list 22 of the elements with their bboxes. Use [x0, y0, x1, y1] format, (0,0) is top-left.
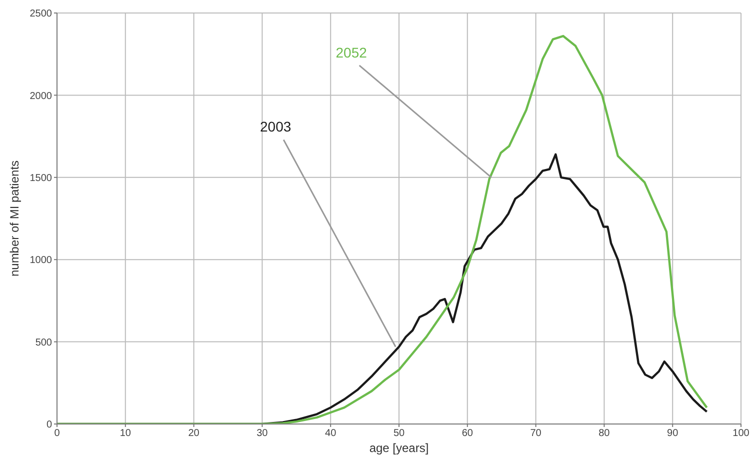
y-axis-title: number of MI patients	[7, 160, 22, 277]
x-tick-label: 40	[325, 428, 337, 440]
x-tick-label: 70	[530, 428, 542, 440]
x-tick-label: 0	[54, 428, 60, 440]
y-tick-label: 1000	[30, 255, 52, 266]
y-tick-label: 2500	[30, 8, 52, 20]
line-series	[57, 34, 708, 424]
x-tick-label: 30	[256, 428, 268, 440]
annotation: 2003	[260, 118, 292, 135]
annotation: 2052	[336, 44, 368, 60]
y-tick-label: 2000	[30, 90, 52, 102]
x-axis-title: age [years]	[369, 441, 429, 455]
x-tick-label: 10	[120, 428, 132, 440]
x-tick-label: 20	[188, 428, 200, 440]
x-tick-label: 60	[462, 428, 474, 440]
x-tick-label: 90	[667, 428, 679, 440]
y-tick-label: 500	[35, 337, 52, 348]
y-tick-label: 1500	[30, 172, 52, 184]
x-tick-label: 100	[732, 428, 750, 440]
y-tick-label: 0	[46, 420, 52, 431]
x-tick-label: 50	[393, 428, 405, 440]
x-tick-label: 80	[598, 428, 610, 440]
